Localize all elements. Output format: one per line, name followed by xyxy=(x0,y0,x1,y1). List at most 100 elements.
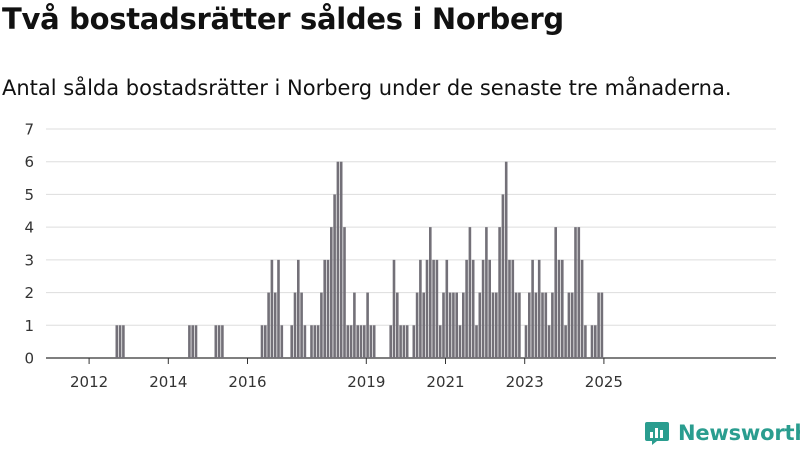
bar[interactable] xyxy=(326,259,330,358)
bar[interactable] xyxy=(419,259,422,358)
bar[interactable] xyxy=(323,259,326,358)
bar[interactable] xyxy=(217,325,221,358)
bar[interactable] xyxy=(320,292,323,358)
bar[interactable] xyxy=(574,227,577,358)
bar[interactable] xyxy=(429,227,432,358)
bar[interactable] xyxy=(366,292,369,358)
bar[interactable] xyxy=(551,292,554,358)
bar[interactable] xyxy=(501,194,505,358)
bar[interactable] xyxy=(528,292,531,358)
bar[interactable] xyxy=(346,325,350,358)
bar[interactable] xyxy=(372,325,376,358)
bar[interactable] xyxy=(491,292,495,358)
bar[interactable] xyxy=(349,325,353,358)
bar[interactable] xyxy=(554,227,557,358)
bar[interactable] xyxy=(488,259,491,358)
bar[interactable] xyxy=(518,292,521,358)
bar[interactable] xyxy=(422,292,425,358)
bar[interactable] xyxy=(330,227,333,358)
bar[interactable] xyxy=(485,227,488,358)
bar[interactable] xyxy=(524,325,528,358)
bar[interactable] xyxy=(293,292,297,358)
bar[interactable] xyxy=(511,259,515,358)
bar[interactable] xyxy=(471,259,475,358)
bar[interactable] xyxy=(359,325,363,358)
bar[interactable] xyxy=(264,325,267,358)
bar[interactable] xyxy=(191,325,194,358)
bar[interactable] xyxy=(303,325,307,358)
bar[interactable] xyxy=(544,292,548,358)
bar[interactable] xyxy=(567,292,571,358)
bar[interactable] xyxy=(316,325,320,358)
bar[interactable] xyxy=(356,325,359,358)
bar[interactable] xyxy=(297,259,300,358)
bar[interactable] xyxy=(597,292,600,358)
bar[interactable] xyxy=(273,292,277,358)
bar[interactable] xyxy=(570,292,574,358)
bar[interactable] xyxy=(336,161,340,358)
bar[interactable] xyxy=(468,227,472,358)
bar[interactable] xyxy=(590,325,594,358)
bar[interactable] xyxy=(290,325,293,358)
bar[interactable] xyxy=(405,325,409,358)
bar[interactable] xyxy=(475,325,478,358)
bar[interactable] xyxy=(333,194,336,358)
bar[interactable] xyxy=(399,325,402,358)
bar[interactable] xyxy=(508,259,511,358)
bar[interactable] xyxy=(442,292,445,358)
bar[interactable] xyxy=(504,161,508,358)
bar[interactable] xyxy=(363,325,366,358)
bar[interactable] xyxy=(557,259,561,358)
bar[interactable] xyxy=(270,259,274,358)
bar[interactable] xyxy=(561,259,564,358)
bar[interactable] xyxy=(194,325,198,358)
bar[interactable] xyxy=(221,325,224,358)
bar[interactable] xyxy=(531,259,534,358)
bar[interactable] xyxy=(339,161,343,358)
bar[interactable] xyxy=(267,292,270,358)
bar[interactable] xyxy=(369,325,373,358)
bar[interactable] xyxy=(438,325,442,358)
bar[interactable] xyxy=(514,292,518,358)
bar[interactable] xyxy=(412,325,416,358)
bar[interactable] xyxy=(118,325,122,358)
bar[interactable] xyxy=(481,259,485,358)
bar[interactable] xyxy=(478,292,482,358)
bar[interactable] xyxy=(452,292,455,358)
bar[interactable] xyxy=(495,292,498,358)
bar[interactable] xyxy=(402,325,406,358)
bar[interactable] xyxy=(498,227,501,358)
bar[interactable] xyxy=(300,292,303,358)
bar[interactable] xyxy=(188,325,191,358)
bar[interactable] xyxy=(547,325,551,358)
bar[interactable] xyxy=(425,259,429,358)
bar[interactable] xyxy=(432,259,435,358)
bar[interactable] xyxy=(415,292,419,358)
bar[interactable] xyxy=(214,325,218,358)
bar[interactable] xyxy=(445,259,449,358)
bar[interactable] xyxy=(389,325,392,358)
bar[interactable] xyxy=(458,325,462,358)
bar[interactable] xyxy=(343,227,346,358)
bar[interactable] xyxy=(584,325,587,358)
bar[interactable] xyxy=(435,259,439,358)
bar[interactable] xyxy=(580,259,584,358)
bar[interactable] xyxy=(455,292,458,358)
bar[interactable] xyxy=(465,259,468,358)
bar[interactable] xyxy=(353,292,356,358)
bar[interactable] xyxy=(600,292,604,358)
bar[interactable] xyxy=(541,292,544,358)
bar[interactable] xyxy=(594,325,597,358)
bar[interactable] xyxy=(122,325,125,358)
bar[interactable] xyxy=(280,325,284,358)
bar[interactable] xyxy=(260,325,264,358)
bar[interactable] xyxy=(115,325,119,358)
bar[interactable] xyxy=(310,325,313,358)
bar[interactable] xyxy=(462,292,465,358)
bar[interactable] xyxy=(277,259,280,358)
bar[interactable] xyxy=(534,292,538,358)
bar[interactable] xyxy=(448,292,452,358)
bar[interactable] xyxy=(537,259,541,358)
newsworthy-logo[interactable]: Newsworthy xyxy=(644,420,800,446)
bar[interactable] xyxy=(396,292,399,358)
